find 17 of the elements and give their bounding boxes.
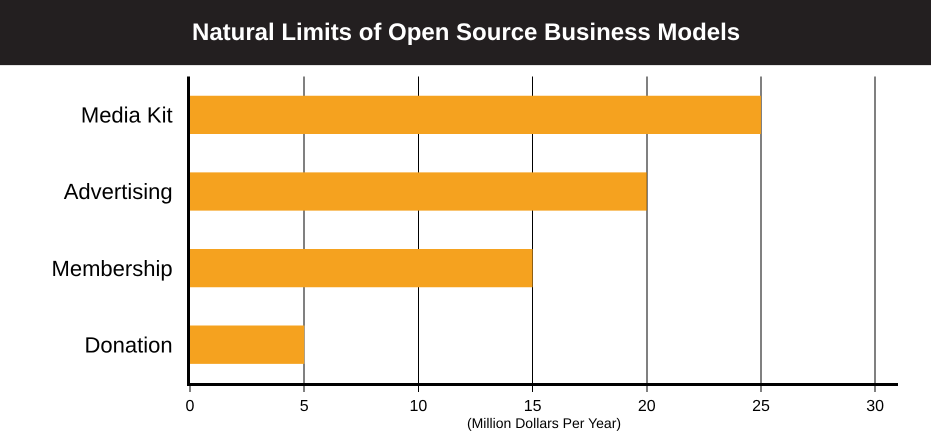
y-tick-label: Membership [52,256,173,281]
chart-title: Natural Limits of Open Source Business Models [192,19,740,46]
x-axis-title: (Million Dollars Per Year) [466,415,622,432]
x-tick-label: 15 [524,398,542,416]
x-tick-label: 0 [186,398,195,416]
x-tick-label: 20 [638,398,656,416]
bar [190,326,304,364]
bar [190,172,647,211]
y-tick-label: Donation [84,332,173,358]
bar [190,96,761,134]
x-tick-label: 5 [300,398,309,416]
x-tick-label: 25 [752,398,770,416]
x-tick-label: 10 [409,398,428,416]
y-tick-label: Media Kit [80,102,173,128]
x-tick-label: 30 [866,398,884,416]
bar [190,248,533,288]
y-tick-label: Advertising [64,179,173,204]
